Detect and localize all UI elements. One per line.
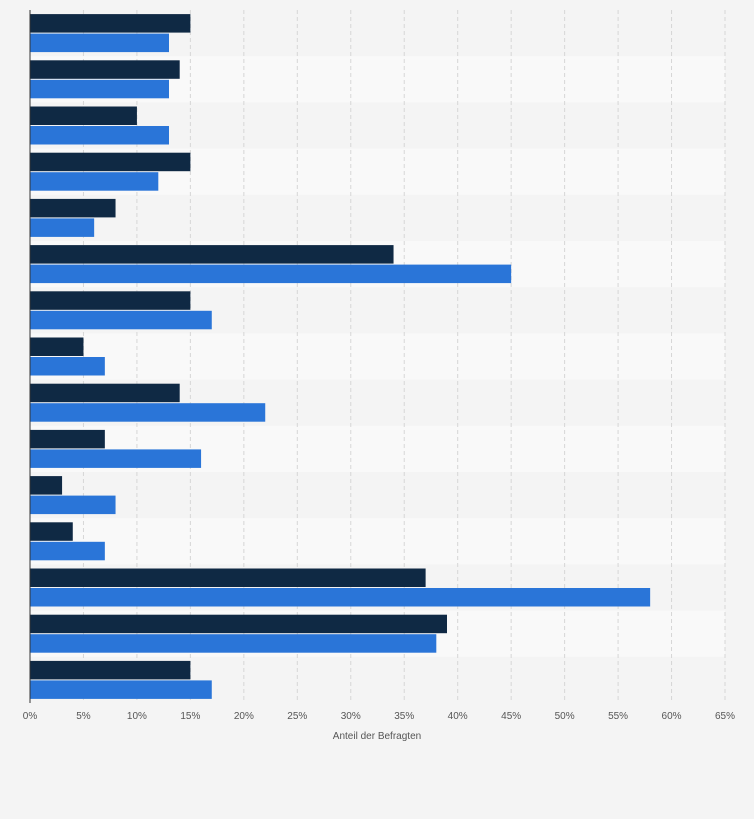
x-tick-label: 45%: [501, 711, 521, 722]
bar-series-1[interactable]: [30, 614, 447, 634]
x-tick-label: 5%: [76, 711, 91, 722]
bar-series-2[interactable]: [30, 357, 105, 376]
x-tick-label: 50%: [555, 711, 575, 722]
bar-series-2[interactable]: [30, 680, 212, 699]
x-axis-ticks: 0% 5% 10% 15% 20% 25% 30% 35% 40% 45% 50% 55% 60% 65%: [23, 711, 735, 722]
bar-series-2[interactable]: [30, 126, 169, 145]
bar-series-2[interactable]: [30, 495, 116, 515]
bar-series-1[interactable]: [30, 245, 394, 264]
x-tick-label: 10%: [127, 711, 147, 722]
x-tick-label: 20%: [234, 711, 254, 722]
x-tick-label: 55%: [608, 711, 628, 722]
bar-series-1[interactable]: [30, 60, 180, 79]
bar-series-2[interactable]: [30, 264, 512, 284]
bar-series-1[interactable]: [30, 14, 191, 33]
bar-series-1[interactable]: [30, 429, 105, 449]
bar-series-2[interactable]: [30, 218, 95, 237]
bar-series-1[interactable]: [30, 383, 180, 403]
row-band: [30, 518, 725, 565]
bar-series-2[interactable]: [30, 310, 212, 330]
bar-series-2[interactable]: [30, 634, 437, 653]
bar-series-1[interactable]: [30, 291, 191, 310]
bar-series-2[interactable]: [30, 33, 169, 53]
bar-series-1[interactable]: [30, 198, 116, 218]
bar-series-1[interactable]: [30, 522, 73, 541]
bar-series-2[interactable]: [30, 449, 202, 468]
bar-series-1[interactable]: [30, 152, 191, 172]
bar-series-2[interactable]: [30, 79, 169, 99]
x-tick-label: 65%: [715, 711, 735, 722]
bar-series-2[interactable]: [30, 172, 159, 191]
x-axis-title: Anteil der Befragten: [333, 731, 421, 742]
bar-series-1[interactable]: [30, 337, 84, 357]
x-tick-label: 35%: [394, 711, 414, 722]
bar-series-1[interactable]: [30, 660, 191, 680]
bar-series-1[interactable]: [30, 568, 426, 588]
x-tick-label: 15%: [180, 711, 200, 722]
bar-series-1[interactable]: [30, 476, 63, 495]
x-tick-label: 30%: [341, 711, 361, 722]
x-tick-label: 0%: [23, 711, 38, 722]
row-band: [30, 333, 725, 380]
bars: [30, 14, 651, 699]
bar-series-1[interactable]: [30, 106, 137, 126]
bar-series-2[interactable]: [30, 541, 105, 561]
row-bands: [30, 56, 725, 657]
x-tick-label: 60%: [662, 711, 682, 722]
bar-series-2[interactable]: [30, 588, 651, 607]
bar-series-2[interactable]: [30, 403, 266, 422]
x-tick-label: 40%: [448, 711, 468, 722]
x-tick-label: 25%: [287, 711, 307, 722]
grid-lines: [82, 10, 726, 703]
